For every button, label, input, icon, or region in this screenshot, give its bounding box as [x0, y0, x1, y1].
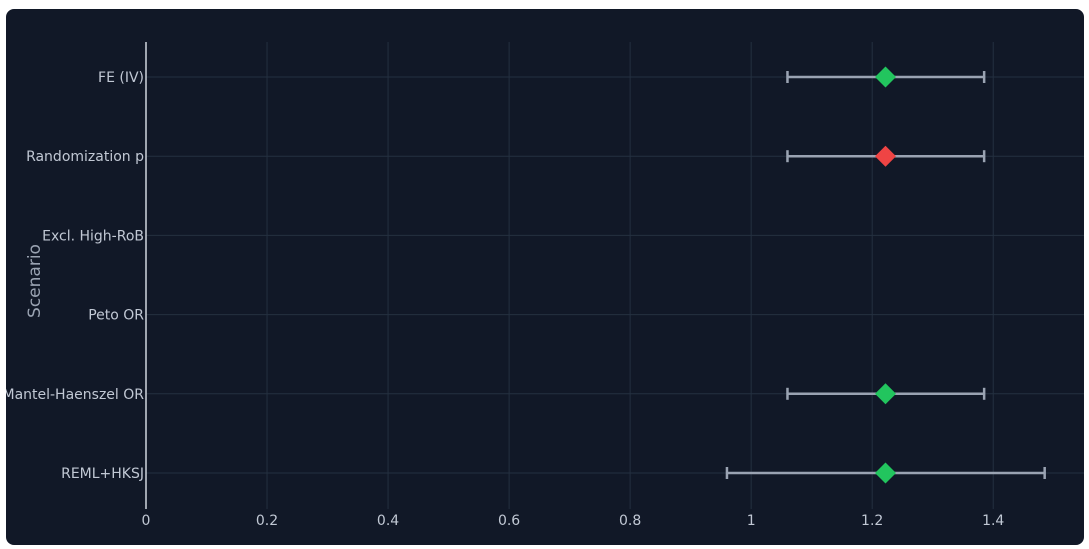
- chart-panel: 0 0.2 0.4 0.6 0.8 1 1.2 1.4 FE (IV) Randomization…: [6, 9, 1084, 545]
- y-tick-label: FE (IV): [98, 70, 144, 86]
- y-axis-title: Scenario: [25, 244, 45, 318]
- estimate-marker[interactable]: [875, 145, 897, 167]
- mark-layer: [725, 66, 1046, 484]
- x-tick-label: 1: [747, 513, 756, 529]
- estimate-marker[interactable]: [875, 66, 897, 88]
- estimate-marker[interactable]: [875, 462, 897, 484]
- forest-plot: 0 0.2 0.4 0.6 0.8 1 1.2 1.4 FE (IV) Randomization…: [6, 42, 1084, 529]
- y-tick-label: Peto OR: [88, 308, 144, 324]
- y-tick-label: REML+HKSJ: [61, 466, 144, 482]
- y-tick-label: Excl. High-RoB: [42, 228, 144, 244]
- x-tick-label: 0: [142, 513, 151, 529]
- estimate-marker[interactable]: [875, 383, 897, 405]
- x-tick-label: 0.4: [377, 513, 399, 529]
- x-tick-label: 0.8: [619, 513, 641, 529]
- x-tick-label: 1.4: [982, 513, 1004, 529]
- label-layer: 0 0.2 0.4 0.6 0.8 1 1.2 1.4 FE (IV) Randomization…: [6, 70, 1004, 529]
- x-tick-label: 1.2: [861, 513, 883, 529]
- x-tick-label: 0.6: [498, 513, 520, 529]
- y-tick-label: Mantel-Haenszel OR: [6, 387, 144, 403]
- x-tick-label: 0.2: [256, 513, 278, 529]
- y-tick-label: Randomization p: [26, 149, 144, 165]
- grid-layer: [146, 42, 1084, 509]
